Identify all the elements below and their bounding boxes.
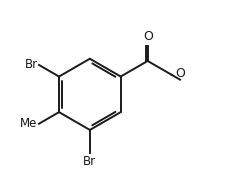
Text: Br: Br [83,155,96,168]
Text: O: O [174,67,184,80]
Text: O: O [143,30,153,43]
Text: Me: Me [20,117,37,130]
Text: Br: Br [24,57,37,71]
